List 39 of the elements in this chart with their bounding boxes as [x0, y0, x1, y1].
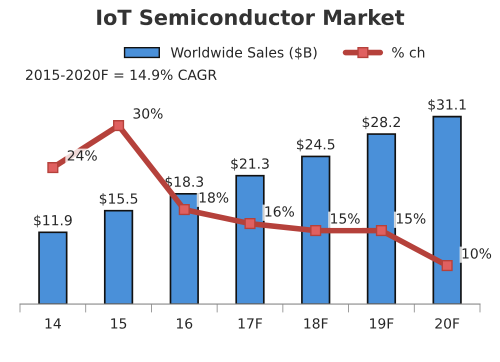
point [244, 218, 256, 230]
data-label: 16% [265, 206, 294, 217]
bar [104, 210, 134, 304]
point [376, 225, 387, 236]
x-tick-label: 16 [176, 318, 192, 329]
data-label: 15% [331, 213, 360, 224]
x-tick-label: 20F [435, 318, 460, 329]
data-label: $18.3 [166, 176, 204, 189]
legend-label: % ch [392, 46, 424, 58]
data-label: 30% [134, 108, 163, 119]
data-label: 18% [200, 192, 228, 203]
chart-title: IoT Semiconductor Market [97, 9, 404, 26]
text: 2015-2020F = 14.9% CAGR [26, 70, 217, 80]
x-tick-label: 14 [46, 318, 61, 329]
point [113, 120, 124, 132]
x-tick-label: 15 [111, 318, 126, 329]
x-tick-label: 19F [370, 318, 394, 329]
bar [38, 232, 68, 304]
bar [366, 133, 396, 304]
legend-label: Worldwide Sales ($B) [170, 46, 317, 60]
point [442, 260, 453, 272]
x-tick-label: 17F [238, 318, 262, 329]
bar [235, 174, 265, 304]
point [47, 162, 58, 174]
data-label: $24.5 [296, 138, 334, 152]
data-label: $15.5 [100, 193, 138, 206]
point [310, 225, 322, 236]
point [178, 204, 190, 216]
data-label: 24% [68, 150, 97, 161]
data-label: $31.1 [428, 99, 466, 112]
data-label: $21.3 [231, 158, 269, 171]
bar [301, 156, 330, 304]
x-tick-label: 18F [304, 318, 328, 329]
bar [170, 192, 199, 304]
data-label: $11.9 [34, 214, 72, 228]
bar [432, 116, 462, 304]
data-label: $28.2 [362, 116, 400, 130]
data-label: 15% [396, 213, 426, 224]
data-label: 10% [462, 248, 492, 259]
